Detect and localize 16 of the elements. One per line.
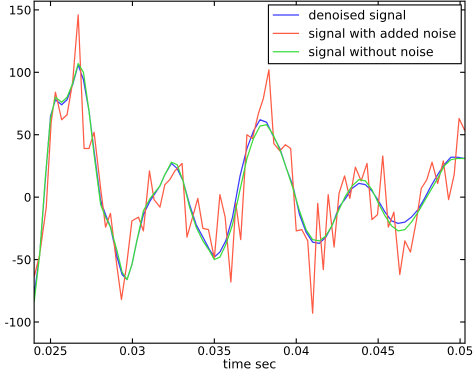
y-tick-label: 0 — [24, 192, 31, 202]
legend-label: denoised signal — [309, 10, 406, 22]
x-tick-label: 0.035 — [198, 346, 230, 356]
x-tick-label: 0.04 — [284, 346, 309, 356]
y-tick-label: 50 — [17, 130, 31, 140]
x-axis-title: time sec — [223, 358, 276, 368]
y-tick-label: 100 — [10, 68, 31, 77]
y-tick-label: -100 — [5, 318, 31, 327]
x-tick-label: 0.05 — [448, 346, 472, 356]
legend-label: signal with added noise — [309, 28, 456, 40]
y-tick-label: -50 — [12, 255, 31, 264]
x-tick-label: 0.03 — [120, 346, 145, 356]
y-tick-label: 150 — [10, 6, 31, 15]
x-tick-label: 0.045 — [362, 346, 394, 356]
legend-label: signal without noise — [309, 46, 433, 59]
x-tick-label: 0.025 — [34, 346, 66, 356]
